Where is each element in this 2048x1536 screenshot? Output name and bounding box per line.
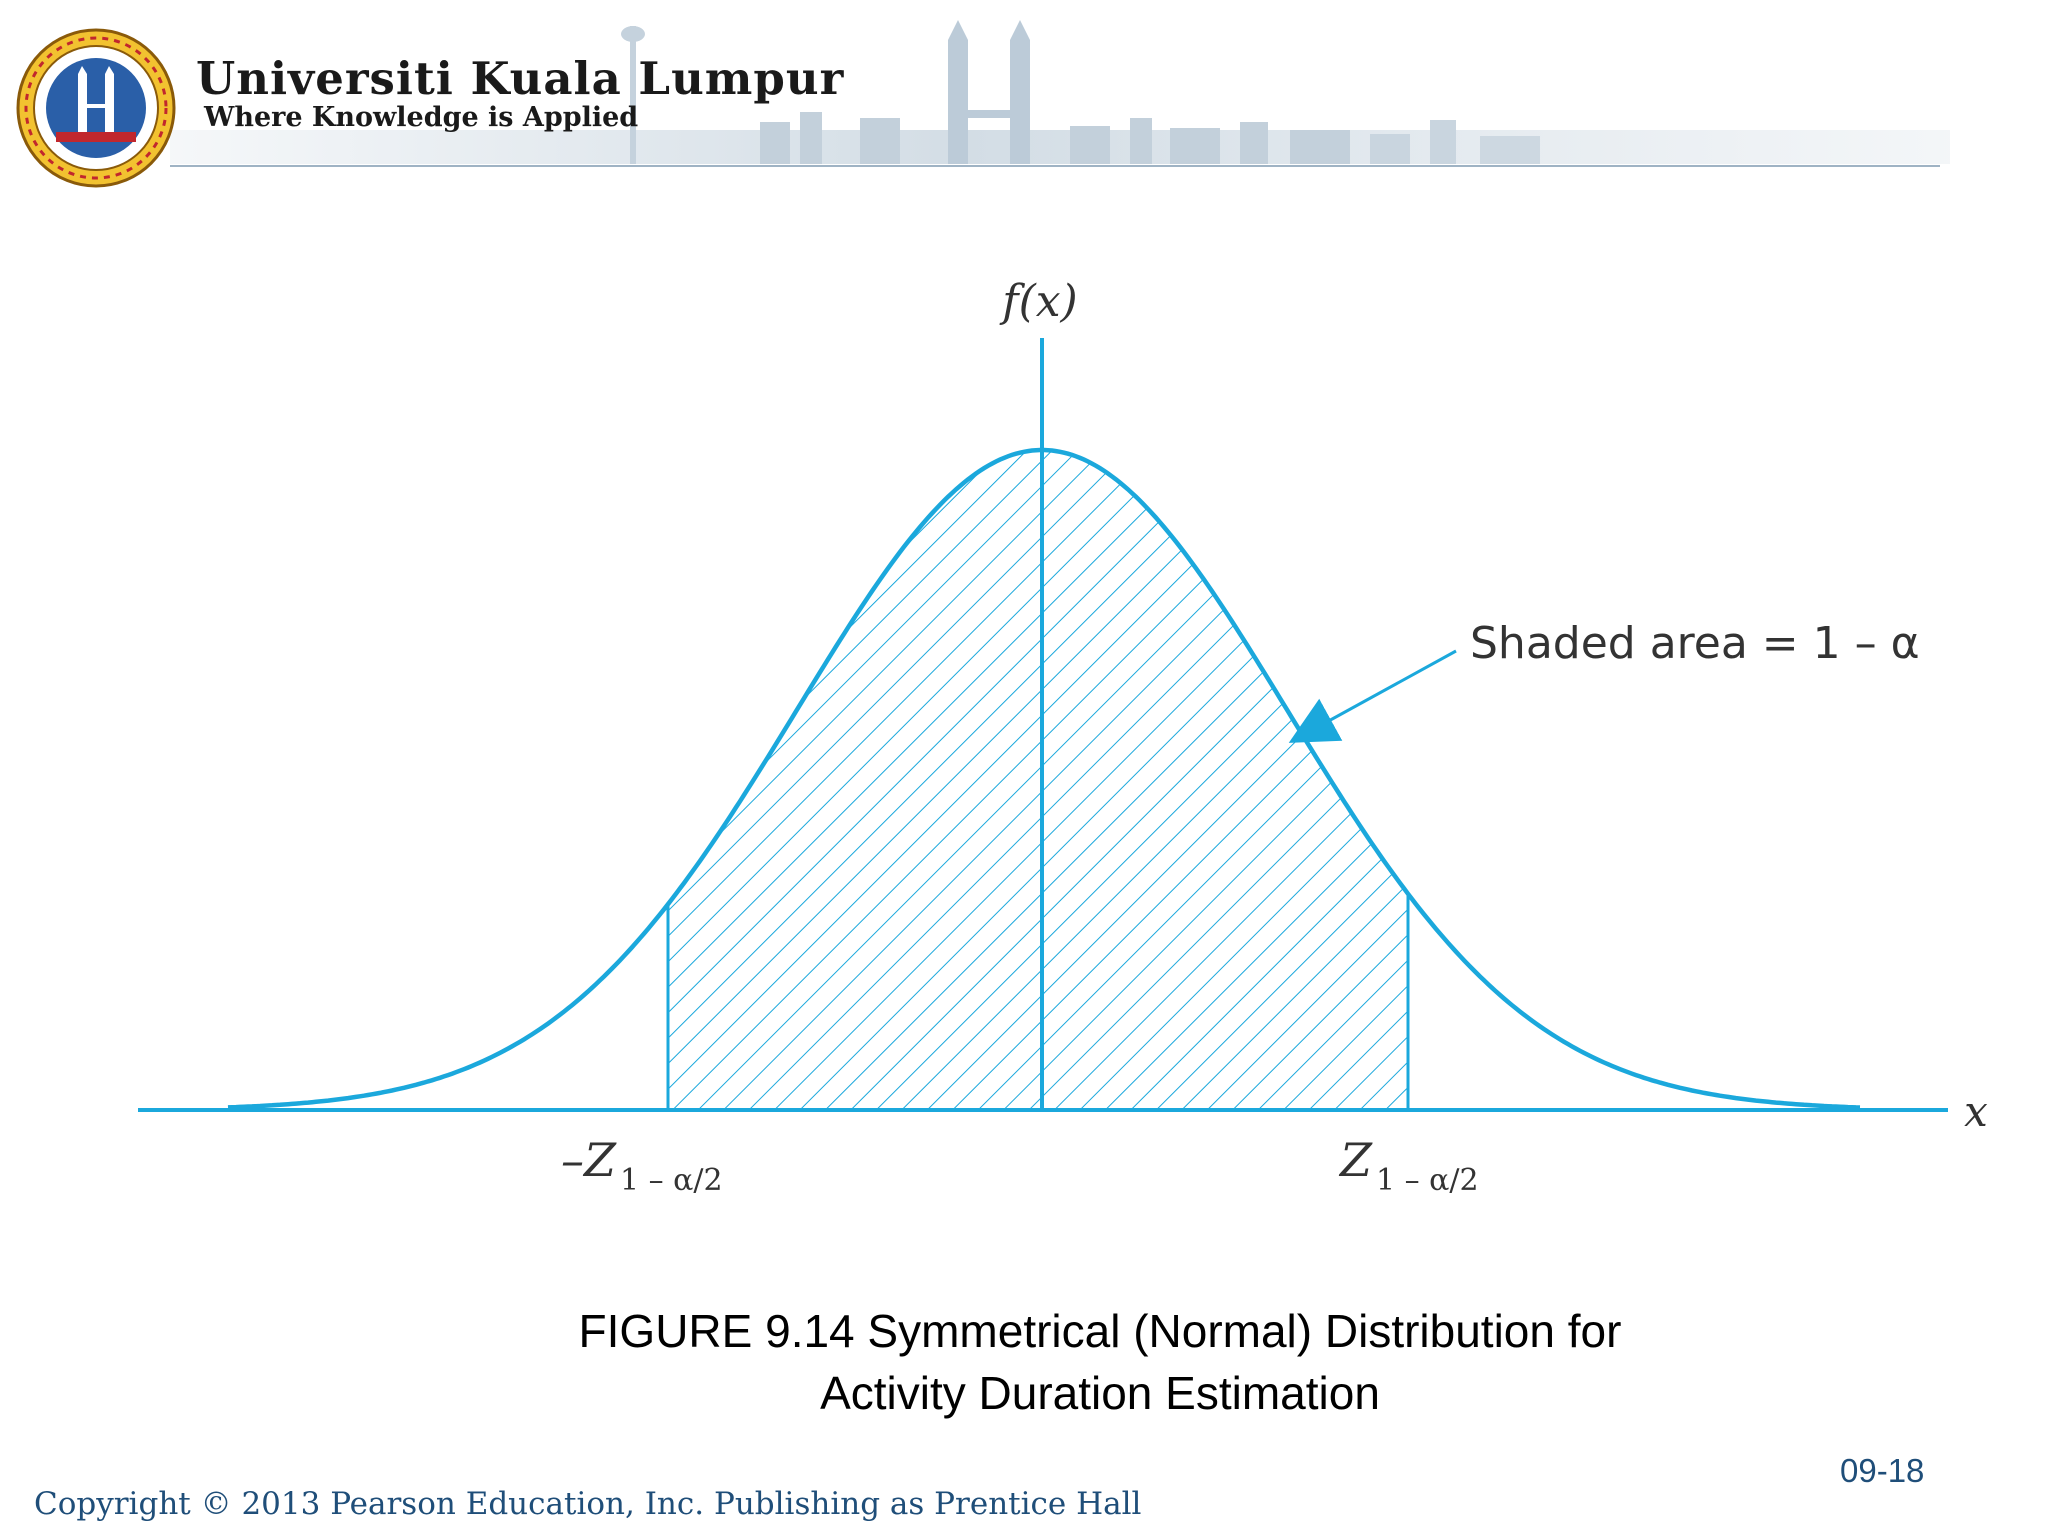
right-bound-subscript: 1 – α/2 <box>1376 1163 1479 1198</box>
university-logo <box>8 26 186 188</box>
x-axis-label: x <box>1964 1087 1988 1136</box>
shaded-area-annotation: Shaded area = 1 – α <box>1470 618 1920 669</box>
caption-line-1: FIGURE 9.14 Symmetrical (Normal) Distrib… <box>578 1305 1622 1357</box>
figure-caption: FIGURE 9.14 Symmetrical (Normal) Distrib… <box>400 1300 1800 1424</box>
slide-number: 09-18 <box>1840 1452 1925 1489</box>
normal-curve <box>227 447 1861 1110</box>
y-axis-label: f(x) <box>999 276 1077 327</box>
university-name: Universiti Kuala Lumpur <box>196 52 845 105</box>
left-bound-label: –Z <box>561 1133 617 1187</box>
annotation-arrow <box>1288 649 1457 743</box>
right-bound-label: Z <box>1338 1133 1373 1187</box>
caption-line-2: Activity Duration Estimation <box>820 1367 1380 1419</box>
header-banner <box>0 0 2048 180</box>
left-bound-subscript: 1 – α/2 <box>620 1163 723 1198</box>
shaded-region <box>666 450 1410 1110</box>
university-tagline: Where Knowledge is Applied <box>204 102 639 133</box>
skyline-graphic <box>170 20 1950 167</box>
copyright-notice: Copyright © 2013 Pearson Education, Inc.… <box>34 1486 1142 1522</box>
